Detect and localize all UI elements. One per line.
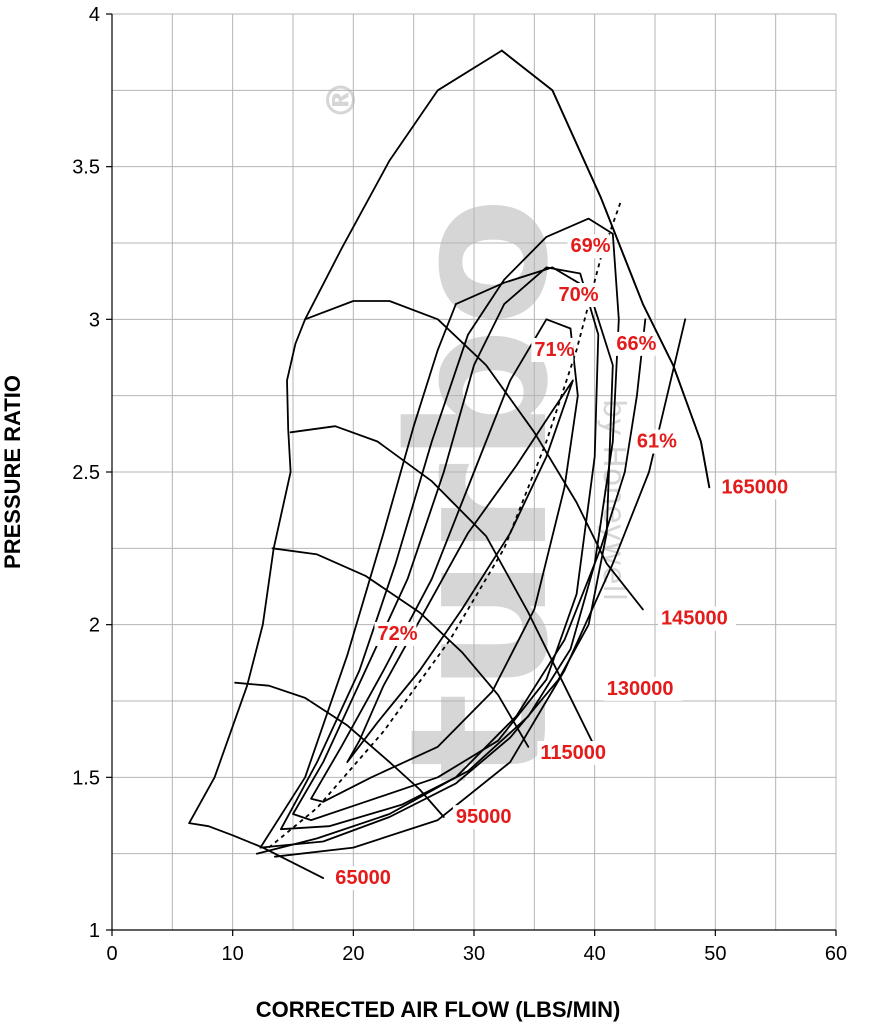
annotation-label: 65000 — [335, 867, 391, 889]
speed-line-65000 — [188, 822, 325, 879]
efficiency-island-61 — [274, 318, 687, 858]
speed-line-165000 — [500, 49, 711, 489]
efficiency-island-66 — [259, 303, 457, 849]
label-background — [633, 429, 676, 454]
x-tick-label: 0 — [106, 943, 117, 965]
y-tick-label: 4 — [89, 4, 100, 26]
annotation-label: 95000 — [456, 806, 512, 828]
annotation-label: 66% — [616, 333, 656, 355]
y-tick-label: 2 — [89, 615, 100, 637]
x-tick-label: 50 — [704, 943, 726, 965]
speed-line-95000 — [234, 681, 445, 818]
annotation-label: 145000 — [661, 608, 728, 630]
label-background — [555, 283, 598, 308]
annotation-label: 71% — [534, 339, 574, 361]
surge-boundary-line — [188, 49, 503, 824]
y-tick-label: 1.5 — [72, 767, 100, 789]
label-background — [603, 676, 682, 701]
chart-labels: 69% 70% 71% 66% 61% 72% 165000 145000 130000 1150… — [332, 234, 797, 891]
x-tick-label: 20 — [342, 943, 364, 965]
y-tick-label: 2.5 — [72, 462, 100, 484]
efficiency-island-61 — [255, 318, 647, 855]
speed-line-145000 — [304, 300, 644, 611]
annotation-label: 165000 — [721, 476, 788, 498]
annotation-label: 69% — [571, 235, 611, 257]
label-background — [531, 337, 574, 362]
watermark-symbol: ® — [319, 80, 365, 120]
efficiency-island-69 — [280, 217, 620, 831]
x-axis-title: CORRECTED AIR FLOW (LBS/MIN) — [256, 997, 621, 1022]
label-background — [613, 331, 656, 356]
annotation-label: 72% — [377, 623, 417, 645]
y-tick-label: 3 — [89, 309, 100, 331]
label-background — [658, 606, 737, 631]
label-background — [537, 741, 616, 766]
y-tick-label: 3.5 — [72, 157, 100, 179]
efficiency-island-72 — [346, 379, 574, 763]
label-background — [332, 866, 399, 891]
efficiency-island-66 — [259, 266, 614, 849]
axis-ticks: 0 10 20 30 40 50 60 1 1.5 2 2.5 3 3.5 4 — [72, 4, 847, 965]
label-background — [567, 234, 610, 259]
y-tick-label: 1 — [89, 920, 100, 942]
speed-line-115000 — [271, 547, 530, 748]
annotation-label: 115000 — [540, 742, 606, 764]
watermark: turbo by Honeywell® — [319, 80, 631, 783]
annotation-label: 61% — [637, 431, 677, 453]
y-axis-title: PRESSURE RATIO — [0, 375, 25, 569]
x-tick-label: 10 — [222, 943, 244, 965]
label-background — [374, 621, 417, 646]
label-background — [718, 475, 797, 500]
x-tick-label: 60 — [825, 943, 847, 965]
annotation-label: 70% — [558, 284, 598, 306]
x-tick-label: 40 — [584, 943, 606, 965]
annotation-label: 130000 — [607, 678, 674, 700]
label-background — [452, 805, 519, 830]
x-tick-label: 30 — [463, 943, 485, 965]
